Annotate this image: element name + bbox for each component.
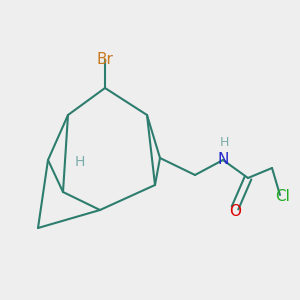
Text: Cl: Cl [276,189,290,204]
Text: O: O [229,203,241,218]
Text: H: H [75,155,85,169]
Text: N: N [217,152,229,167]
Text: Br: Br [97,52,113,68]
Text: H: H [219,136,229,149]
